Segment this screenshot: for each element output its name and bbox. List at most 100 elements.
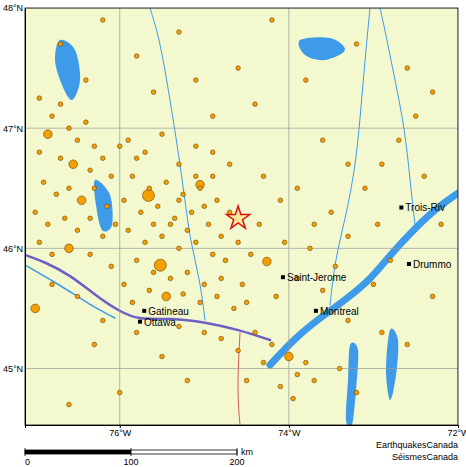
earthquake [37, 240, 42, 245]
earthquake [371, 282, 376, 287]
earthquake [151, 270, 156, 275]
earthquake [84, 78, 89, 83]
epicentre [226, 206, 249, 228]
earthquake [92, 342, 97, 347]
earthquake [337, 366, 342, 371]
earthquake [308, 246, 313, 251]
earthquake [46, 222, 51, 227]
earthquake [160, 132, 165, 137]
earthquake [177, 30, 182, 35]
grid-line [288, 8, 289, 425]
earthquake [92, 186, 97, 191]
tick: 45°N [3, 364, 25, 374]
tick-label: 47°N [3, 124, 23, 134]
earthquake [194, 144, 199, 149]
place-marker [281, 275, 285, 279]
earthquake [303, 78, 308, 83]
tick: 74°W [278, 425, 301, 438]
y-axis: 45°N46°N47°N48°N [3, 3, 26, 425]
earthquake [282, 240, 287, 245]
earthquake [65, 244, 74, 253]
earthquake [134, 330, 139, 335]
tick-label: 74°W [278, 428, 301, 438]
st-maurice-river [380, 8, 415, 225]
tick-label: 76°W [109, 428, 132, 438]
earthquake [101, 318, 106, 323]
earthquake [101, 156, 106, 161]
earthquake [151, 222, 156, 227]
earthquake [147, 186, 152, 191]
earthquake [253, 330, 258, 335]
earthquake [105, 204, 110, 209]
tick: 72°W [447, 425, 466, 438]
earthquake [219, 336, 224, 341]
earthquake [380, 162, 385, 167]
earthquake [117, 144, 122, 149]
earthquake [194, 174, 199, 179]
earthquake [346, 318, 351, 323]
earthquake [58, 42, 63, 47]
earthquake [126, 228, 131, 233]
earthquake [274, 294, 279, 299]
earthquake [50, 114, 55, 119]
earthquake [50, 282, 55, 287]
map-background [25, 8, 458, 425]
earthquake [67, 186, 72, 191]
earthquake [363, 186, 368, 191]
earthquake [50, 252, 55, 257]
earthquake [84, 120, 89, 125]
earthquake [122, 198, 127, 203]
credit: SéismesCanada [392, 452, 458, 462]
earthquake [168, 222, 173, 227]
earthquake [194, 240, 199, 245]
earthquake [194, 78, 199, 83]
scale-tick [237, 448, 238, 456]
earthquake [54, 192, 59, 197]
tick-label: 48°N [3, 3, 23, 13]
earthquake [151, 90, 156, 95]
graticule [25, 8, 458, 425]
river [25, 265, 115, 318]
scale-tick [25, 448, 26, 456]
earthquake [397, 138, 402, 143]
earthquake [69, 160, 78, 169]
earthquake [261, 174, 266, 179]
axis-line [25, 9, 26, 426]
earthquake [244, 300, 249, 305]
earthquake [67, 402, 72, 407]
earthquake [202, 282, 207, 287]
place-label: Saint-Jerome [287, 272, 347, 283]
lake [298, 37, 345, 60]
plot-area [25, 8, 458, 425]
earthquake [44, 130, 53, 139]
earthquake [155, 204, 160, 209]
earthquake [172, 216, 177, 221]
earthquake [185, 228, 190, 233]
earthquake [249, 252, 254, 257]
earthquake [122, 282, 127, 287]
earthquake [422, 174, 427, 179]
earthquake [261, 360, 266, 365]
hydrography [25, 8, 458, 425]
earthquake [126, 138, 131, 143]
place-marker [138, 320, 142, 324]
earthquake [232, 306, 237, 311]
place-label: Montreal [320, 306, 359, 317]
earthquake [223, 258, 228, 263]
earthquake [88, 252, 93, 257]
scale-unit: km [241, 447, 253, 457]
credit: EarthquakesCanada [376, 440, 458, 450]
earthquake [285, 352, 294, 361]
tick: 48°N [3, 3, 25, 13]
earthquake [198, 186, 203, 191]
earthquake [236, 240, 241, 245]
lake [346, 342, 358, 425]
earthquake [210, 252, 215, 257]
earthquake [206, 222, 211, 227]
place-label: Gatineau [148, 306, 189, 317]
earthquake [58, 102, 63, 107]
earthquake [244, 378, 249, 383]
scale-label: 0 [25, 457, 30, 467]
earthquake [278, 198, 283, 203]
border [238, 333, 240, 425]
